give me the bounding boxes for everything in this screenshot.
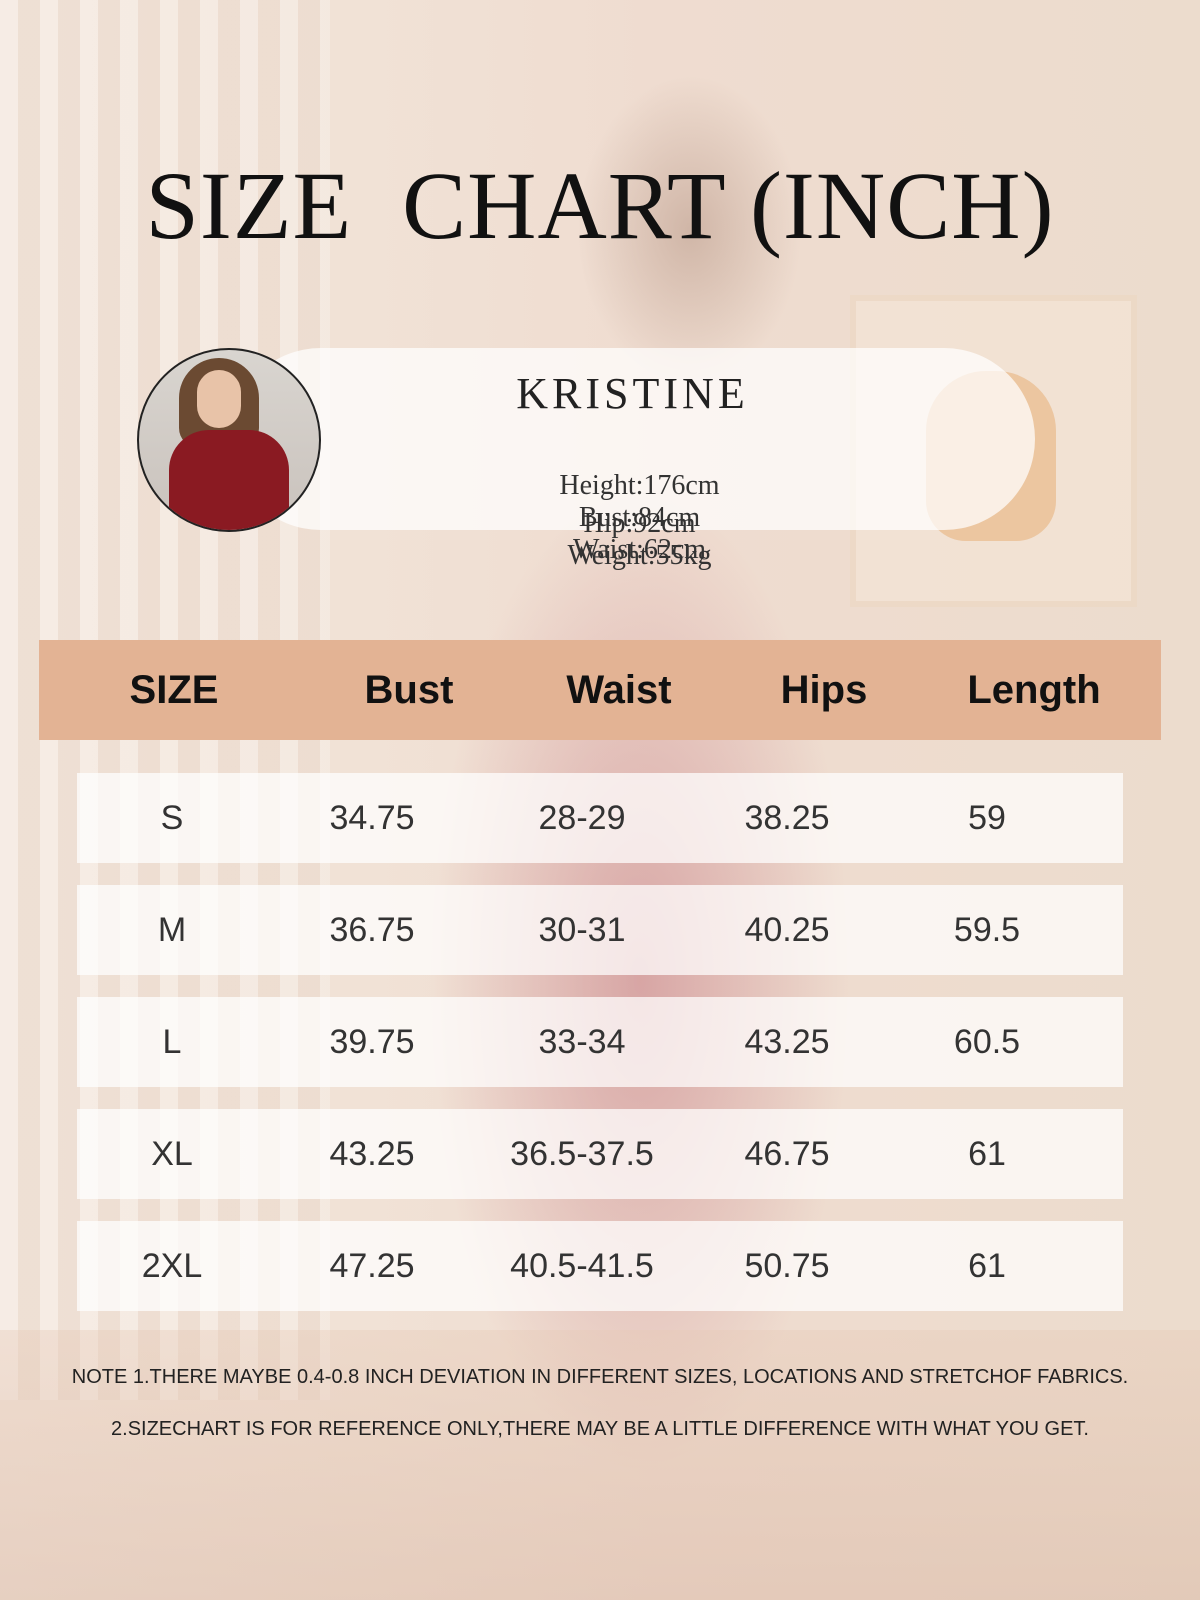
cell-hips: 40.25 bbox=[744, 910, 830, 949]
cell-length: 59 bbox=[968, 798, 1006, 837]
model-hip: Hip:92cm bbox=[583, 508, 696, 539]
header-waist: Waist bbox=[566, 667, 672, 712]
cell-size: 2XL bbox=[141, 1246, 203, 1285]
header-hips: Hips bbox=[780, 667, 868, 712]
cell-length: 61 bbox=[968, 1134, 1006, 1173]
model-avatar bbox=[137, 348, 321, 532]
cell-size: S bbox=[160, 798, 184, 837]
table-row: M 36.75 30-31 40.25 59.5 bbox=[77, 885, 1123, 975]
note-line-1: NOTE 1.THERE MAYBE 0.4-0.8 INCH DEVIATIO… bbox=[71, 1366, 1129, 1388]
cell-waist: 36.5-37.5 bbox=[510, 1134, 654, 1173]
cell-hips: 50.75 bbox=[744, 1246, 830, 1285]
floor-decoration bbox=[0, 1330, 1200, 1600]
cell-waist: 33-34 bbox=[538, 1022, 626, 1061]
cell-hips: 43.25 bbox=[744, 1022, 830, 1061]
cell-hips: 46.75 bbox=[744, 1134, 830, 1173]
model-bust: Bust:84cm bbox=[578, 502, 701, 533]
header-size: SIZE bbox=[129, 667, 219, 712]
cell-bust: 39.75 bbox=[329, 1022, 415, 1061]
cell-bust: 34.75 bbox=[329, 798, 415, 837]
cell-size: M bbox=[157, 910, 187, 949]
model-info-card bbox=[230, 348, 1035, 530]
cell-length: 61 bbox=[968, 1246, 1006, 1285]
table-row: L 39.75 33-34 43.25 60.5 bbox=[77, 997, 1123, 1087]
table-row: XL 43.25 36.5-37.5 46.75 61 bbox=[77, 1109, 1123, 1199]
model-weight: Weight:55kg bbox=[567, 540, 712, 571]
note-line-2: 2.SIZECHART IS FOR REFERENCE ONLY,THERE … bbox=[111, 1418, 1089, 1440]
model-height: Height:176cm bbox=[559, 470, 720, 501]
cell-bust: 47.25 bbox=[329, 1246, 415, 1285]
header-length: Length bbox=[967, 667, 1101, 712]
cell-size: L bbox=[162, 1022, 182, 1061]
cell-length: 60.5 bbox=[953, 1022, 1021, 1061]
cell-size: XL bbox=[151, 1134, 193, 1173]
header-bust: Bust bbox=[364, 667, 454, 712]
cell-bust: 36.75 bbox=[329, 910, 415, 949]
cell-hips: 38.25 bbox=[744, 798, 830, 837]
model-stats-line-2: Hip:92cm Weight:55kg bbox=[230, 476, 1035, 572]
cell-waist: 30-31 bbox=[538, 910, 626, 949]
model-waist: Waist:62cm bbox=[572, 534, 707, 565]
model-stats-line-1: Height:176cm Bust:84cm Waist:62cm bbox=[230, 438, 1035, 566]
cell-waist: 28-29 bbox=[538, 798, 626, 837]
cell-length: 59.5 bbox=[953, 910, 1021, 949]
table-row: 2XL 47.25 40.5-41.5 50.75 61 bbox=[77, 1221, 1123, 1311]
size-table-header: SIZE Bust Waist Hips Length bbox=[39, 640, 1161, 740]
model-name: KRISTINE bbox=[516, 369, 749, 418]
page-title: SIZE CHART (INCH) bbox=[145, 152, 1055, 259]
cell-waist: 40.5-41.5 bbox=[510, 1246, 654, 1285]
table-row: S 34.75 28-29 38.25 59 bbox=[77, 773, 1123, 863]
cell-bust: 43.25 bbox=[329, 1134, 415, 1173]
